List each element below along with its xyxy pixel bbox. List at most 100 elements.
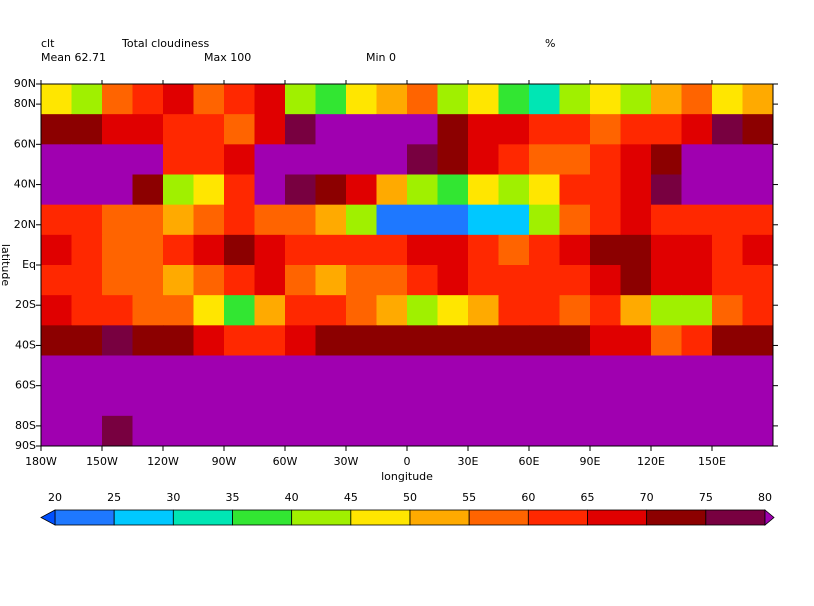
colorbar-tick-label: 75 bbox=[699, 491, 713, 504]
heat-cell bbox=[620, 415, 652, 447]
heat-cell bbox=[102, 385, 133, 417]
y-tick-label: 60S bbox=[15, 379, 36, 392]
heat-cell bbox=[651, 174, 682, 206]
heat-cell bbox=[132, 355, 164, 387]
heat-cell bbox=[285, 295, 316, 326]
heat-cell bbox=[620, 295, 652, 326]
heat-cell bbox=[376, 325, 408, 356]
heat-cell bbox=[712, 114, 743, 145]
heat-cell bbox=[468, 265, 499, 296]
heat-cell bbox=[224, 234, 255, 266]
heat-cell bbox=[224, 144, 255, 175]
heat-cell bbox=[407, 234, 438, 266]
heat-cell bbox=[529, 204, 560, 236]
heat-cell bbox=[315, 415, 347, 447]
colorbar-tick-label: 55 bbox=[462, 491, 476, 504]
heat-cell bbox=[376, 415, 408, 447]
heat-cell bbox=[132, 84, 164, 115]
colorbar-segment bbox=[232, 509, 293, 526]
heat-cell bbox=[529, 174, 560, 206]
heat-cell bbox=[346, 415, 377, 447]
heat-cell bbox=[376, 84, 408, 115]
colorbar-under bbox=[40, 509, 56, 526]
heat-cell bbox=[71, 114, 103, 145]
heat-cell bbox=[285, 325, 316, 356]
heat-cell bbox=[590, 265, 621, 296]
heat-cell bbox=[41, 415, 72, 447]
colorbar-over bbox=[764, 509, 775, 526]
heat-cell bbox=[529, 114, 560, 145]
heat-cell bbox=[254, 144, 286, 175]
y-tick-label: 20S bbox=[15, 298, 36, 311]
heat-cell bbox=[224, 355, 255, 387]
heat-cell bbox=[590, 415, 621, 447]
heat-cell bbox=[437, 174, 469, 206]
x-tick-label: 120E bbox=[637, 455, 665, 468]
heat-cell bbox=[315, 84, 347, 115]
heat-cell bbox=[681, 295, 713, 326]
heat-cell bbox=[193, 265, 225, 296]
heat-cell bbox=[742, 325, 774, 356]
heat-cell bbox=[742, 84, 774, 115]
heat-cell bbox=[193, 204, 225, 236]
heat-cell bbox=[529, 415, 560, 447]
heat-cell bbox=[315, 204, 347, 236]
heat-cell bbox=[102, 174, 133, 206]
heat-cell bbox=[102, 204, 133, 236]
heat-cell bbox=[559, 234, 591, 266]
y-axis-label: latitude bbox=[0, 244, 12, 286]
x-tick-label: 90E bbox=[580, 455, 601, 468]
heat-cell bbox=[193, 325, 225, 356]
heat-cell bbox=[163, 144, 194, 175]
heat-cell bbox=[712, 325, 743, 356]
heat-cell bbox=[590, 84, 621, 115]
heat-cell bbox=[742, 204, 774, 236]
y-tick-label: 80N bbox=[14, 97, 36, 110]
heat-cell bbox=[346, 84, 377, 115]
heat-cell bbox=[559, 204, 591, 236]
heat-cell bbox=[712, 295, 743, 326]
heat-cell bbox=[712, 204, 743, 236]
heat-cell bbox=[712, 84, 743, 115]
heat-cell bbox=[71, 174, 103, 206]
heat-cell bbox=[559, 174, 591, 206]
colorbar-tick-label: 65 bbox=[581, 491, 595, 504]
heat-cell bbox=[651, 234, 682, 266]
heat-cell bbox=[224, 114, 255, 145]
x-tick-label: 0 bbox=[404, 455, 411, 468]
heat-cell bbox=[468, 415, 499, 447]
heat-cell bbox=[132, 204, 164, 236]
heat-cell bbox=[498, 385, 530, 417]
heat-cell bbox=[346, 204, 377, 236]
heat-cell bbox=[315, 174, 347, 206]
heat-cell bbox=[346, 114, 377, 145]
heat-cell bbox=[620, 385, 652, 417]
heat-cell bbox=[651, 295, 682, 326]
heat-cell bbox=[193, 234, 225, 266]
colorbar-segment bbox=[468, 509, 529, 526]
heat-cell bbox=[376, 295, 408, 326]
heat-cell bbox=[590, 295, 621, 326]
heat-cell bbox=[651, 265, 682, 296]
heat-cell bbox=[651, 355, 682, 387]
heat-cell bbox=[498, 84, 530, 115]
heat-cell bbox=[285, 114, 316, 145]
heat-cell bbox=[559, 295, 591, 326]
heat-cell bbox=[620, 355, 652, 387]
heat-cell bbox=[224, 84, 255, 115]
heat-cell bbox=[102, 234, 133, 266]
heat-cell bbox=[102, 265, 133, 296]
heat-cell bbox=[132, 415, 164, 447]
heat-cell bbox=[163, 174, 194, 206]
heat-cell bbox=[285, 385, 316, 417]
heat-cell bbox=[193, 174, 225, 206]
heat-cell bbox=[651, 385, 682, 417]
heat-cell bbox=[559, 325, 591, 356]
heat-cell bbox=[224, 415, 255, 447]
heat-cell bbox=[712, 385, 743, 417]
heat-cell bbox=[193, 385, 225, 417]
heat-cell bbox=[315, 355, 347, 387]
heat-cell bbox=[163, 415, 194, 447]
heat-cell bbox=[529, 355, 560, 387]
chart-title: Total cloudiness bbox=[121, 37, 210, 50]
